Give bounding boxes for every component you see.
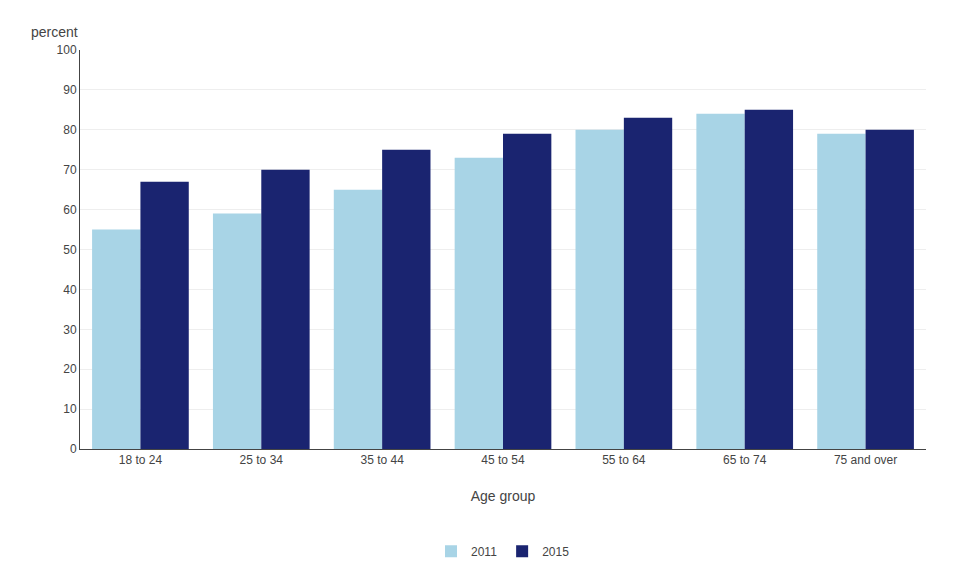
svg-text:percent: percent [31, 24, 78, 40]
svg-text:65 to 74: 65 to 74 [723, 453, 767, 467]
svg-text:25 to 34: 25 to 34 [240, 453, 284, 467]
svg-text:2011: 2011 [471, 545, 497, 559]
svg-text:55 to 64: 55 to 64 [602, 453, 646, 467]
svg-text:35 to 44: 35 to 44 [360, 453, 404, 467]
svg-text:50: 50 [63, 243, 77, 257]
svg-text:Age group: Age group [471, 488, 536, 504]
svg-text:60: 60 [63, 203, 77, 217]
svg-text:75 and over: 75 and over [834, 453, 897, 467]
svg-text:45 to 54: 45 to 54 [481, 453, 525, 467]
svg-text:30: 30 [63, 323, 77, 337]
svg-text:18 to 24: 18 to 24 [119, 453, 163, 467]
svg-text:0: 0 [70, 442, 77, 456]
svg-text:70: 70 [63, 163, 77, 177]
svg-text:90: 90 [63, 83, 77, 97]
svg-text:10: 10 [63, 402, 77, 416]
svg-text:40: 40 [63, 283, 77, 297]
svg-text:20: 20 [63, 362, 77, 376]
svg-text:2015: 2015 [542, 545, 569, 559]
svg-text:100: 100 [57, 43, 77, 57]
svg-text:80: 80 [63, 123, 77, 137]
